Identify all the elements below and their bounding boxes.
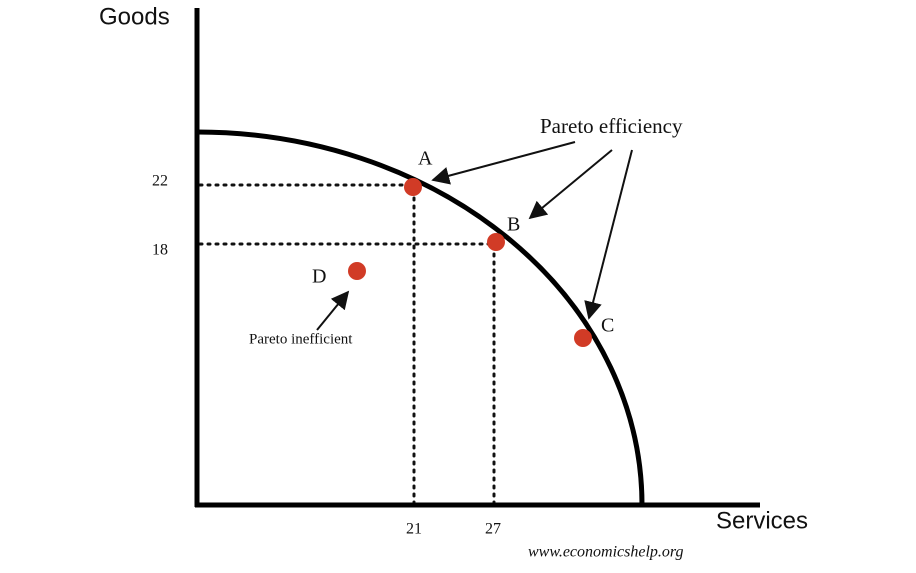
point-label: A <box>418 148 433 170</box>
arrow <box>431 141 576 185</box>
x-tick-label: 21 <box>406 521 422 538</box>
y-axis-label: Goods <box>99 3 170 30</box>
arrow <box>584 149 633 320</box>
source: www.economicshelp.org <box>528 544 684 561</box>
arrow <box>528 149 613 220</box>
frontier-curve <box>196 129 645 506</box>
arrows <box>316 141 633 331</box>
y-tick-label: 22 <box>152 173 168 190</box>
point-label: D <box>312 266 326 288</box>
annotation: Pareto inefficient <box>249 331 353 347</box>
x-axis-label: Services <box>716 507 808 534</box>
point-label: B <box>507 214 520 236</box>
point <box>574 329 592 347</box>
x-tick-label: 27 <box>485 521 501 538</box>
point <box>348 262 366 280</box>
guides <box>198 183 496 505</box>
annotation: Pareto efficiency <box>540 114 683 138</box>
y-tick-label: 18 <box>152 242 168 259</box>
point-label: C <box>601 315 614 337</box>
point <box>487 233 505 251</box>
arrow <box>316 290 350 331</box>
point <box>404 178 422 196</box>
